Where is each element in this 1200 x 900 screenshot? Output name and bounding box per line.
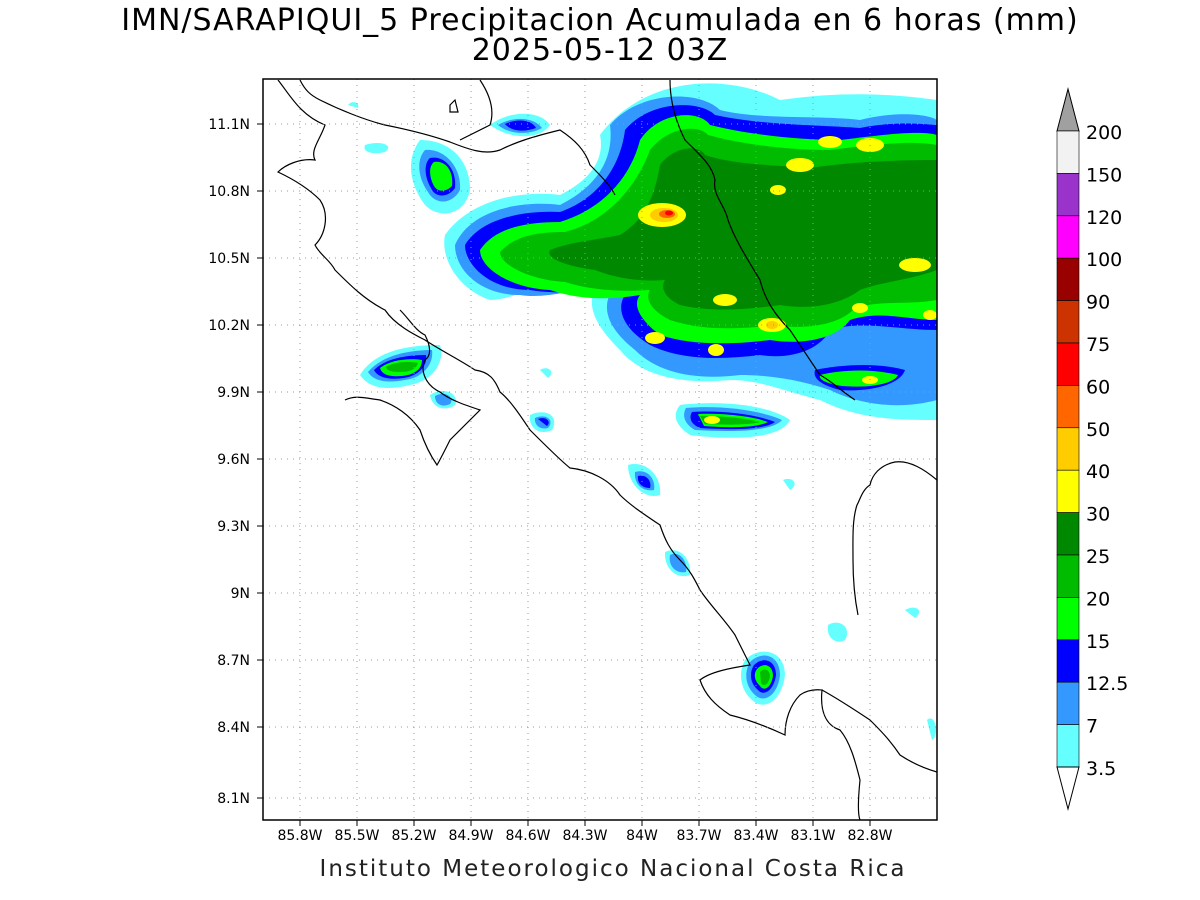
colorbar-swatch (1056, 597, 1080, 641)
colorbar-label: 12.5 (1086, 673, 1128, 695)
colorbar-label: 200 (1086, 122, 1122, 144)
colorbar-swatch (1056, 512, 1080, 556)
lat-tick-label: 8.1N (217, 791, 250, 807)
lon-tick-label: 83.7W (676, 828, 721, 844)
colorbar-swatch (1056, 427, 1080, 471)
colorbar-label: 20 (1086, 588, 1110, 610)
lat-tick-label: 8.4N (217, 720, 250, 736)
colorbar-label: 15 (1086, 631, 1110, 653)
lon-tick-label: 84.9W (448, 828, 493, 844)
lon-tick-label: 85.8W (277, 828, 322, 844)
colorbar-swatch (1056, 300, 1080, 344)
lat-tick-label: 9N (231, 586, 250, 602)
colorbar-label: 60 (1086, 376, 1110, 398)
colorbar-swatch (1056, 469, 1080, 513)
lon-tick-label: 82.8W (847, 828, 892, 844)
colorbar-label: 7 (1086, 716, 1098, 738)
lon-tick-label: 84W (626, 828, 658, 844)
axis-ticks (257, 123, 871, 826)
lat-tick-label: 8.7N (217, 653, 250, 669)
precip-25-areas (549, 148, 937, 310)
colorbar-label: 3.5 (1086, 758, 1116, 780)
colorbar-swatch (1056, 215, 1080, 259)
colorbar-label: 50 (1086, 419, 1110, 441)
chart-subtitle-date: 2025-05-12 03Z (471, 33, 729, 68)
lon-tick-label: 85.2W (391, 828, 436, 844)
lon-tick-label: 83.1W (790, 828, 835, 844)
lon-tick-label: 83.4W (733, 828, 778, 844)
colorbar-label: 120 (1086, 207, 1122, 229)
lat-tick-label: 9.9N (217, 385, 250, 401)
map-grid (263, 79, 937, 820)
colorbar-label: 25 (1086, 546, 1110, 568)
colorbar-swatch (1056, 173, 1080, 217)
longitude-labels: 85.8W 85.5W 85.2W 84.9W 84.6W 84.3W 84W … (277, 828, 892, 844)
coastline-borders (276, 79, 937, 820)
colorbar: 200 150 120 100 90 75 60 50 40 30 25 20 … (1056, 87, 1128, 811)
lon-tick-label: 84.6W (505, 828, 550, 844)
latitude-labels: 11.1N 10.8N 10.5N 10.2N 9.9N 9.6N 9.3N 9… (208, 117, 250, 807)
lat-tick-label: 10.2N (208, 318, 250, 334)
precip-60-areas (665, 210, 673, 216)
lon-tick-label: 85.5W (334, 828, 379, 844)
map-frame (262, 78, 938, 821)
lon-tick-label: 84.3W (562, 828, 607, 844)
colorbar-swatch (1056, 257, 1080, 301)
colorbar-swatch (1056, 130, 1080, 174)
lat-tick-label: 10.5N (208, 251, 250, 267)
lat-tick-label: 11.1N (208, 117, 250, 133)
colorbar-label: 30 (1086, 504, 1110, 526)
credit-text: Instituto Meteorologico Nacional Costa R… (319, 856, 907, 882)
precipitation-field (348, 83, 937, 740)
colorbar-swatch (1056, 342, 1080, 386)
colorbar-swatch (1056, 681, 1080, 725)
colorbar-swatch (1056, 554, 1080, 598)
colorbar-label: 150 (1086, 164, 1122, 186)
colorbar-swatch (1056, 724, 1080, 768)
colorbar-label: 75 (1086, 334, 1110, 356)
colorbar-label: 100 (1086, 249, 1122, 271)
colorbar-swatch (1056, 639, 1080, 683)
colorbar-bottom-arrow (1056, 766, 1080, 811)
chart-title: IMN/SARAPIQUI_5 Precipitacion Acumulada … (121, 3, 1079, 38)
lat-tick-label: 9.6N (217, 452, 250, 468)
colorbar-label: 90 (1086, 292, 1110, 314)
lat-tick-label: 10.8N (208, 184, 250, 200)
colorbar-swatch (1056, 385, 1080, 429)
lat-tick-label: 9.3N (217, 519, 250, 535)
colorbar-top-arrow (1056, 87, 1080, 132)
colorbar-label: 40 (1086, 461, 1110, 483)
